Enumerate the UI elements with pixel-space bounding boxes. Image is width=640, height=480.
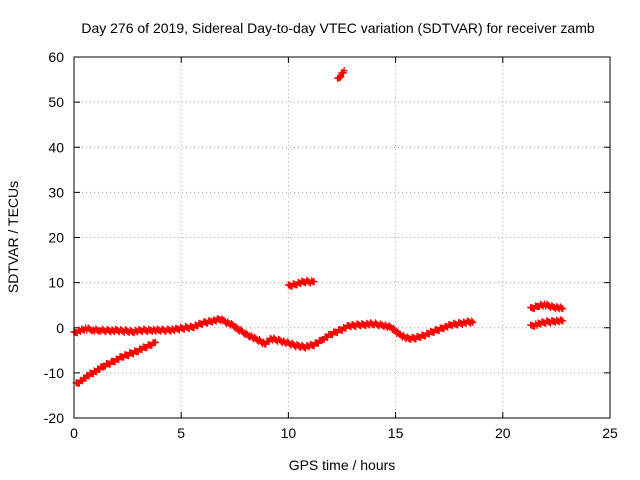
data-point [336,74,344,82]
x-tick-label: 15 [388,425,404,441]
x-tick-label: 0 [70,425,78,441]
x-tick-label: 25 [602,425,618,441]
y-tick-label: -10 [44,365,64,381]
chart-title: Day 276 of 2019, Sidereal Day-to-day VTE… [81,20,594,36]
y-tick-label: 60 [48,49,64,65]
data-point [469,318,477,326]
x-tick-label: 10 [281,425,297,441]
data-point [468,317,476,325]
data-point [558,304,566,312]
y-axis-label: SDTVAR / TECUs [5,181,21,293]
data-point [340,67,348,75]
y-tick-label: -20 [44,410,64,426]
data-point [310,278,318,286]
y-tick-label: 0 [56,320,64,336]
y-tick-label: 20 [48,230,64,246]
data-point [337,72,345,80]
x-tick-label: 5 [177,425,185,441]
x-tick-label: 20 [495,425,511,441]
data-point [151,338,159,346]
y-tick-label: 40 [48,139,64,155]
y-tick-label: 30 [48,184,64,200]
x-axis-label: GPS time / hours [289,457,396,473]
data-point [559,305,567,313]
plot-frame [73,56,611,419]
data-point [559,317,567,325]
data-points [70,67,567,387]
y-tick-label: 50 [48,94,64,110]
y-tick-label: 10 [48,275,64,291]
